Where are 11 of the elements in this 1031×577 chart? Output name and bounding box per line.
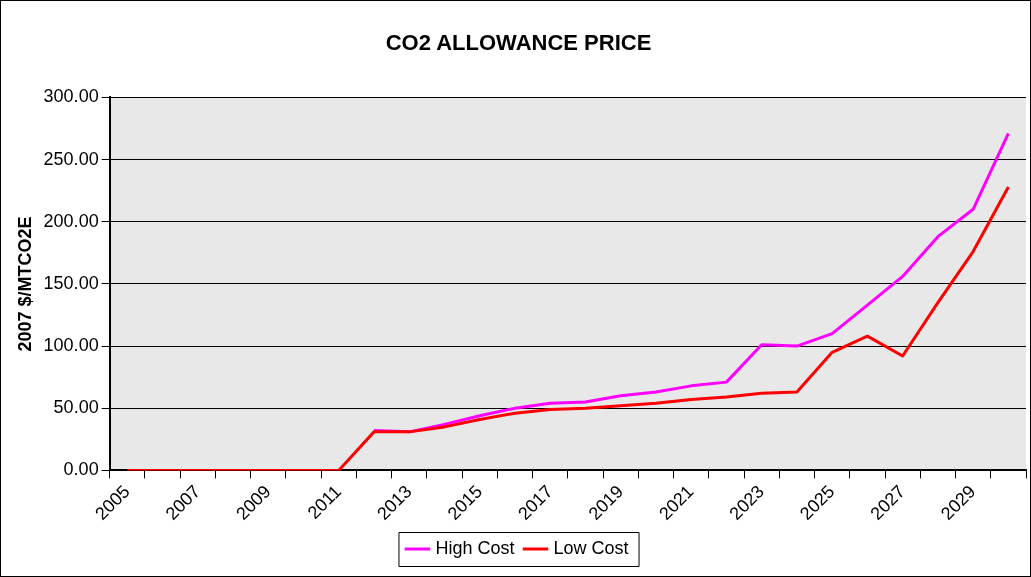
y-tick-label: 250.00 — [43, 148, 99, 169]
y-axis-title: 2007 $/MTCO2E — [14, 216, 35, 352]
y-tick-label: 0.00 — [63, 459, 99, 480]
chart-title: CO2 ALLOWANCE PRICE — [385, 30, 652, 56]
y-tick-label: 100.00 — [43, 335, 99, 356]
y-tick-label: 150.00 — [43, 272, 99, 293]
y-tick-label: 50.00 — [53, 397, 99, 418]
y-tick-label: 300.00 — [43, 86, 99, 107]
legend-label: High Cost — [435, 537, 515, 558]
y-tick-label: 200.00 — [43, 210, 99, 231]
legend-label: Low Cost — [553, 537, 629, 558]
